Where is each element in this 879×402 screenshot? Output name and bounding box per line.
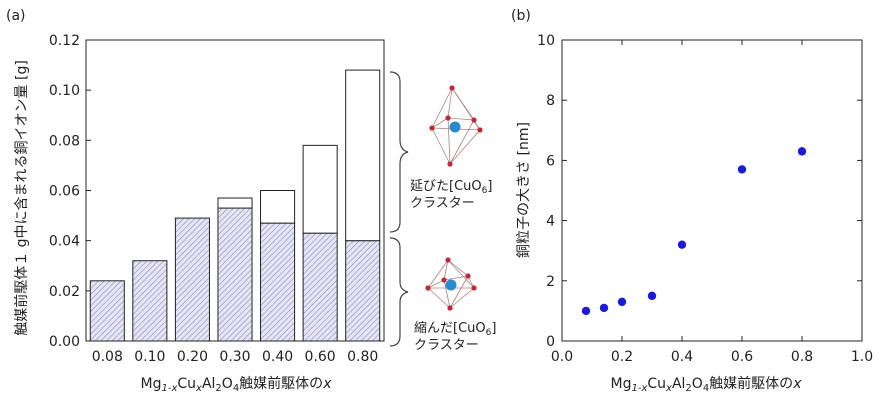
bar-hatched bbox=[260, 222, 296, 342]
y-tick-label: 0.08 bbox=[49, 133, 80, 149]
panel-b: (b) 銅粒子の大きさ [nm] 0 2 4 6 8 10 0.0 0.2 0.4 0.6 0.8 1… bbox=[511, 8, 873, 394]
x-tick-label: 0.40 bbox=[262, 349, 293, 365]
y-tick-label: 0.00 bbox=[49, 334, 80, 350]
x-tick-label: 0.2 bbox=[611, 349, 633, 365]
panel-b-y-axis-title: 銅粒子の大きさ [nm] bbox=[516, 122, 532, 258]
formula-al-sub: 2 bbox=[215, 383, 221, 394]
y-tick-label: 0.04 bbox=[49, 234, 80, 250]
y-tick-label: 4 bbox=[546, 214, 555, 230]
x-tick-label: 0.60 bbox=[305, 349, 336, 365]
panel-b-plot-area: 0 2 4 6 8 10 0.0 0.2 0.4 0.6 0.8 1.0 bbox=[537, 33, 873, 365]
panel-b-frame bbox=[561, 39, 863, 342]
y-tick-label: 0.12 bbox=[49, 33, 80, 49]
x-tick-label: 0.8 bbox=[791, 349, 813, 365]
panel-a-tag: (a) bbox=[6, 8, 26, 24]
compressed-cluster-label: 縮んだ[CuO6] bbox=[414, 320, 496, 338]
compressed-cuo6-cluster-icon bbox=[425, 257, 477, 311]
y-tick-label: 0 bbox=[546, 334, 555, 350]
formula-x: x bbox=[322, 376, 332, 392]
formula-o-sub: 4 bbox=[233, 383, 239, 394]
bar-hatched bbox=[217, 207, 253, 342]
x-tick-label: 0.08 bbox=[92, 349, 123, 365]
formula-al: Al bbox=[202, 376, 215, 392]
x-tick-label: 0.10 bbox=[134, 349, 165, 365]
panel-a: (a) 触媒前駆体１ g中に含まれる銅イオン量 [g] 0.00 0.02 0.04… bbox=[6, 8, 496, 394]
y-tick-label: 0.02 bbox=[49, 284, 80, 300]
elongated-cluster-label-line2: クラスター bbox=[410, 196, 475, 211]
upper-cluster-bracket bbox=[389, 71, 409, 233]
data-point bbox=[737, 165, 747, 174]
lower-cluster-bracket bbox=[389, 237, 409, 347]
y-tick-label: 0.10 bbox=[49, 83, 80, 99]
data-point bbox=[599, 303, 609, 313]
data-point bbox=[677, 240, 687, 249]
y-tick-label: 8 bbox=[546, 93, 555, 109]
bar-open bbox=[217, 197, 253, 209]
y-tick-label: 10 bbox=[537, 33, 555, 49]
x-tick-label: 0.20 bbox=[177, 349, 208, 365]
bar-open bbox=[302, 144, 338, 234]
formula-cu-sub: x bbox=[195, 383, 202, 394]
compressed-cluster-label-line2: クラスター bbox=[414, 338, 479, 353]
data-point bbox=[581, 306, 591, 316]
x-tick-label: 0.30 bbox=[219, 349, 250, 365]
formula-mg-sub: 1-x bbox=[161, 383, 177, 394]
panel-a-y-axis-title: 触媒前駆体１ g中に含まれる銅イオン量 [g] bbox=[13, 60, 30, 336]
data-point bbox=[797, 147, 807, 156]
bar-hatched bbox=[302, 232, 338, 342]
elongated-cuo6-cluster-icon bbox=[429, 85, 483, 167]
bar-open bbox=[345, 69, 381, 242]
x-tick-label: 0.0 bbox=[551, 349, 573, 365]
data-point bbox=[647, 291, 657, 301]
formula-cu: Cu bbox=[177, 376, 196, 392]
formula-mg: Mg bbox=[141, 376, 162, 392]
elongated-cluster-label: 延びた[CuO6] bbox=[410, 179, 492, 196]
bar-open bbox=[260, 190, 296, 224]
y-tick-label: 2 bbox=[546, 274, 555, 290]
panel-a-x-axis-title: Mg1-xCuxAl2O4触媒前駆体のx bbox=[141, 375, 333, 394]
bar-hatched bbox=[345, 240, 381, 342]
bar-hatched bbox=[89, 280, 125, 342]
panel-b-tag: (b) bbox=[511, 8, 531, 24]
panel-b-x-axis-title: Mg1-xCuxAl2O4触媒前駆体のx bbox=[611, 375, 803, 394]
y-tick-label: 0.06 bbox=[49, 184, 80, 200]
x-tick-label: 1.0 bbox=[851, 349, 873, 365]
bar-hatched bbox=[132, 260, 168, 342]
data-point bbox=[617, 297, 627, 307]
y-tick-label: 6 bbox=[546, 153, 555, 169]
x-tick-label: 0.6 bbox=[731, 349, 753, 365]
bar-hatched bbox=[174, 217, 210, 342]
x-tick-label: 0.4 bbox=[671, 349, 693, 365]
x-tick-label: 0.80 bbox=[347, 349, 378, 365]
panel-a-plot-area: 0.00 0.02 0.04 0.06 0.08 0.10 0.12 0.08 0.10 0.20… bbox=[49, 33, 385, 365]
formula-o: O bbox=[222, 376, 233, 392]
formula-suffix: 触媒前駆体の bbox=[239, 375, 323, 392]
